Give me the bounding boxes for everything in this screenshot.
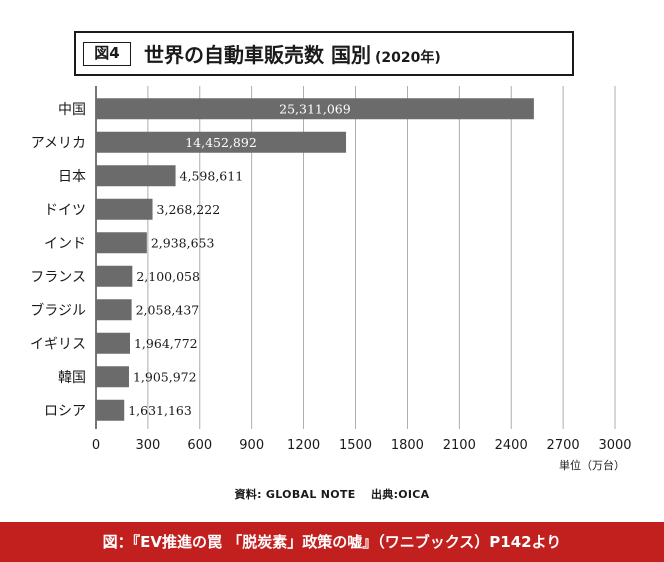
title-year: (2020年) [374,50,441,66]
x-tick-label: 2400 [495,438,528,453]
source-note: 資料: GLOBAL NOTE 出典:OICA [234,488,430,501]
bar [96,366,129,388]
x-tick-label: 1800 [391,438,424,453]
category-label: アメリカ [31,135,86,151]
x-tick-label: 300 [135,438,160,453]
value-label: 4,598,611 [180,168,244,183]
category-label: フランス [30,269,86,285]
footer-banner: 図：『EV推進の罠 「脱炭素」政策の嘘』（ワニブックス）P142より [0,522,664,562]
bar [96,232,147,254]
value-label: 25,311,069 [279,101,351,116]
value-label: 1,631,163 [128,403,192,418]
value-label: 2,938,653 [151,235,215,250]
category-label: ブラジル [30,302,86,319]
bar [96,265,133,287]
bar [96,198,153,220]
value-label: 1,964,772 [134,336,198,351]
x-tick-label: 2700 [547,438,580,453]
x-tick-label: 1500 [339,438,372,453]
title-box: 図4 世界の自動車販売数 国別 (2020年) [74,31,574,76]
x-tick-label: 2100 [443,438,476,453]
chart-title: 世界の自動車販売数 国別 (2020年) [144,42,441,71]
category-label: 日本 [58,169,86,185]
x-tick-label: 1200 [287,438,320,453]
category-label: ドイツ [44,202,86,218]
value-label: 3,268,222 [157,202,221,217]
unit-label: 単位（万台） [559,458,625,472]
x-tick-label: 0 [92,438,100,453]
bar [96,165,176,187]
category-label: ロシア [44,403,86,419]
title-text: 世界の自動車販売数 国別 [144,43,371,67]
bar [96,131,347,153]
value-label: 14,452,892 [185,135,257,150]
bar [96,98,534,120]
bar [96,299,132,321]
category-label: イギリス [30,336,86,352]
x-tick-label: 900 [239,438,264,453]
value-label: 1,905,972 [133,369,197,384]
category-label: 韓国 [58,370,86,386]
category-label: 中国 [58,102,86,118]
figure-label: 図4 [83,42,131,66]
x-tick-label: 3000 [598,438,631,453]
value-label: 2,058,437 [136,302,200,317]
bar-chart: 0 300 600 900 1200 1500 1800 2100 2400 2700 3000 単位… [30,86,632,472]
x-tick-label: 600 [187,438,212,453]
category-label: インド [44,236,86,252]
bar [96,399,125,421]
value-label: 2,100,058 [136,269,200,284]
bar [96,332,130,354]
